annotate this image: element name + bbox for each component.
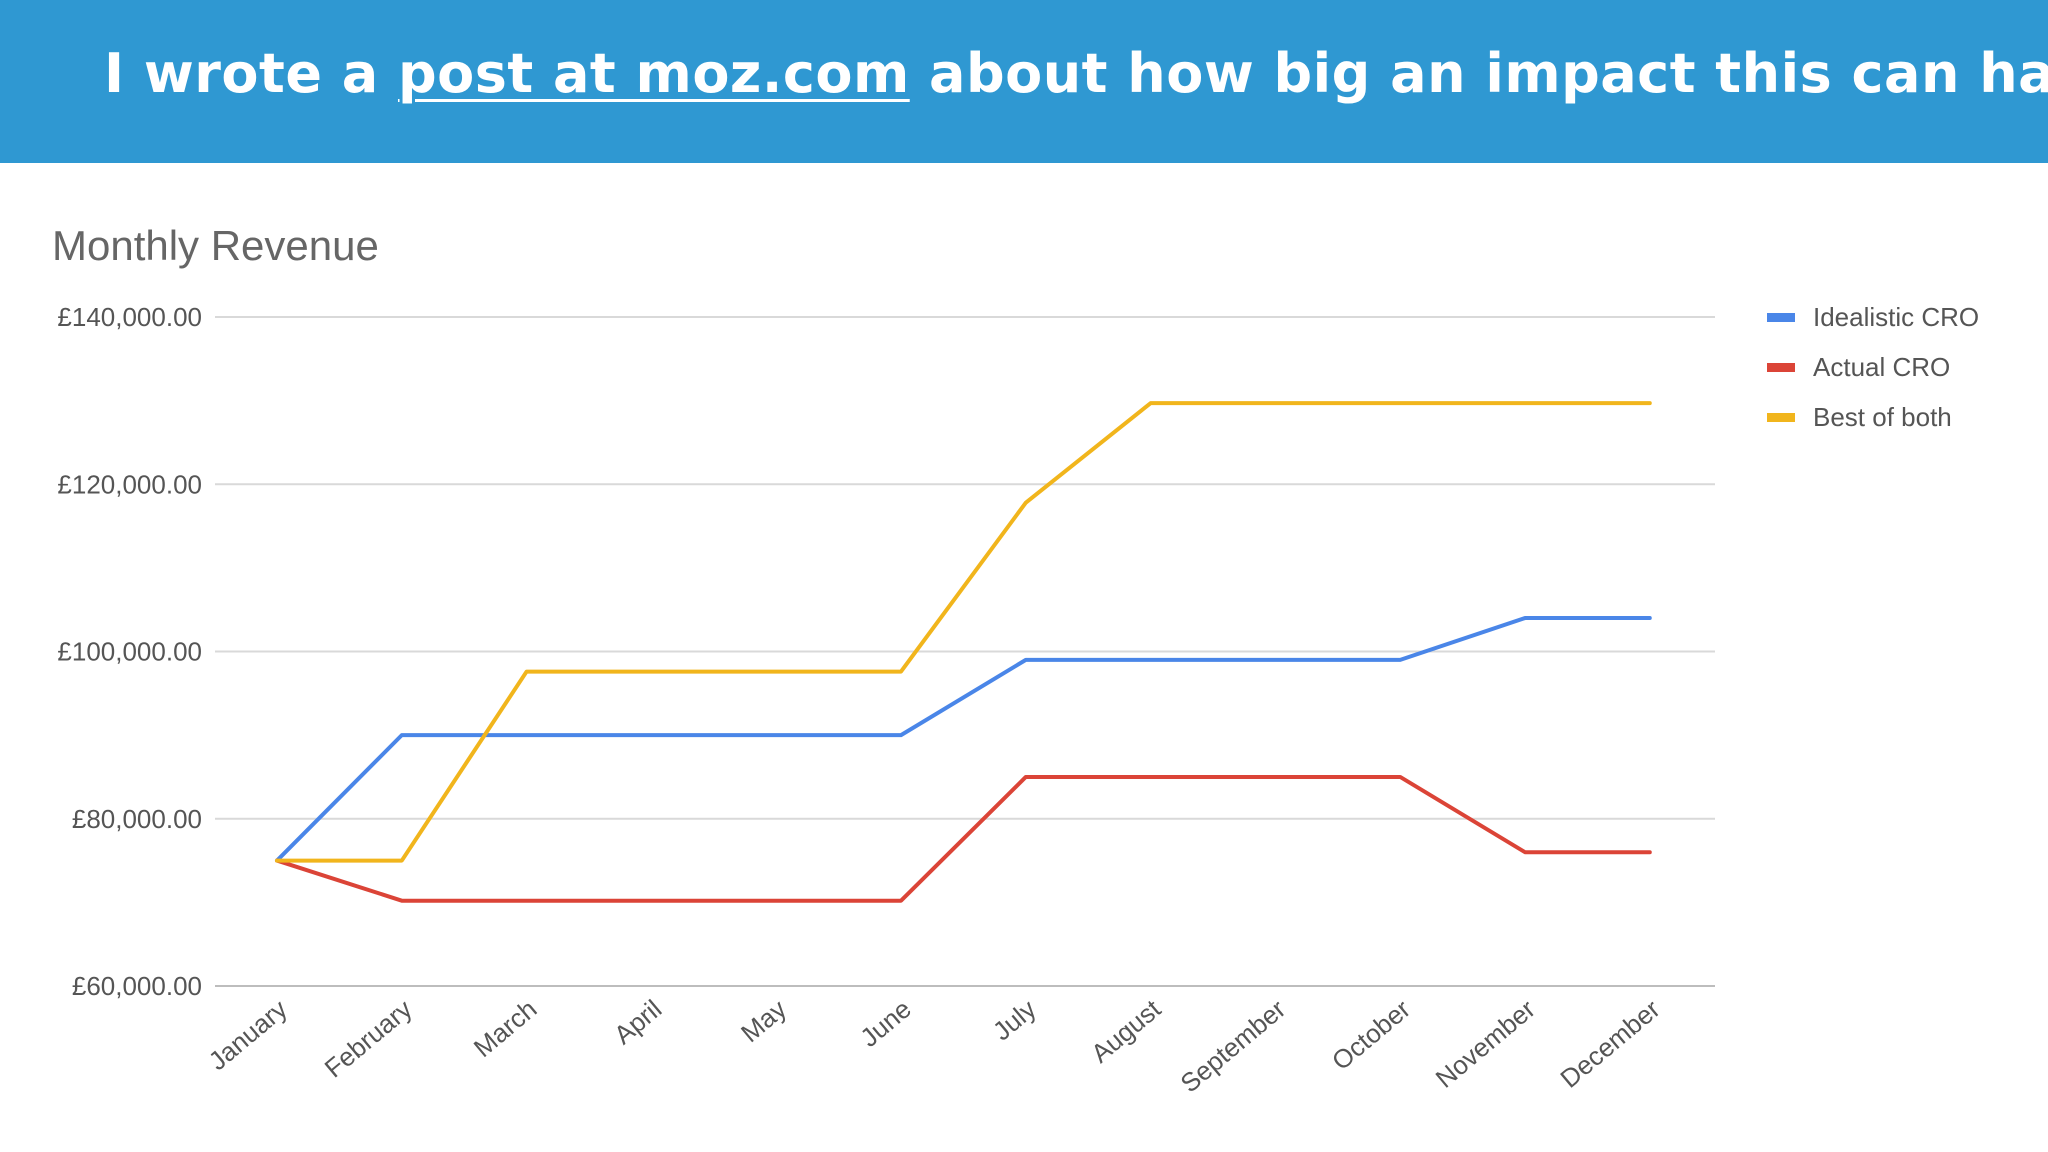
series-line	[275, 401, 1652, 863]
x-tick-label: July	[987, 994, 1042, 1047]
banner-headline: I wrote a post at moz.com about how big …	[104, 42, 2048, 105]
x-tick-label: October	[1326, 993, 1416, 1076]
x-tick-label: April	[608, 994, 667, 1050]
x-tick-label: August	[1085, 993, 1167, 1069]
y-tick-label: £100,000.00	[57, 637, 202, 667]
header-banner: I wrote a post at moz.com about how big …	[0, 0, 2048, 163]
y-tick-label: £80,000.00	[72, 804, 202, 834]
y-axis-ticks: £60,000.00 £80,000.00 £100,000.00 £120,000.…	[57, 302, 202, 1001]
grid-lines	[215, 316, 1715, 987]
x-tick-label: February	[319, 994, 418, 1084]
x-tick-label: September	[1175, 993, 1292, 1098]
legend-label: Actual CRO	[1813, 352, 1950, 382]
y-tick-label: £120,000.00	[57, 469, 202, 499]
y-tick-label: £140,000.00	[57, 302, 202, 332]
legend-label: Idealistic CRO	[1813, 302, 1979, 332]
legend: Idealistic CRO Actual CRO Best of both	[1767, 302, 1979, 432]
series-line	[275, 774, 1652, 903]
y-tick-label: £60,000.00	[72, 971, 202, 1001]
x-axis-ticks: January February March April May June July Augu…	[203, 993, 1666, 1098]
x-tick-label: November	[1430, 993, 1541, 1093]
x-tick-label: June	[854, 994, 916, 1053]
x-tick-label: March	[468, 994, 543, 1063]
chart-title: Monthly Revenue	[52, 222, 379, 269]
x-tick-label: May	[735, 994, 792, 1049]
moz-post-link[interactable]: post at moz.com	[397, 42, 910, 105]
legend-swatch	[1767, 413, 1795, 422]
series-lines	[275, 401, 1652, 903]
banner-text-after: about how big an impact this can have	[909, 42, 2048, 105]
banner-text-before: I wrote a	[104, 42, 398, 105]
x-tick-label: December	[1554, 993, 1665, 1093]
legend-label: Best of both	[1813, 402, 1952, 432]
x-tick-label: January	[203, 994, 293, 1076]
series-line	[275, 616, 1652, 863]
legend-swatch	[1767, 313, 1795, 322]
legend-swatch	[1767, 363, 1795, 372]
